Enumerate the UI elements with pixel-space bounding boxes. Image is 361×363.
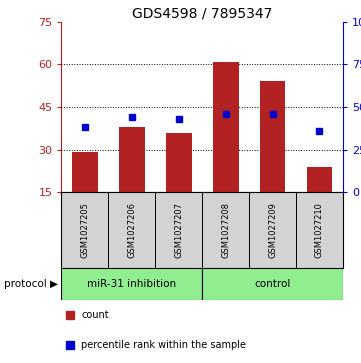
Text: GSM1027206: GSM1027206 xyxy=(127,202,136,258)
Bar xyxy=(260,81,286,192)
Text: GSM1027208: GSM1027208 xyxy=(221,202,230,258)
Text: GSM1027209: GSM1027209 xyxy=(268,202,277,258)
Text: protocol ▶: protocol ▶ xyxy=(4,279,58,289)
Bar xyxy=(72,152,98,192)
Text: miR-31 inhibition: miR-31 inhibition xyxy=(87,279,176,289)
Title: GDS4598 / 7895347: GDS4598 / 7895347 xyxy=(132,7,272,21)
Text: GSM1027207: GSM1027207 xyxy=(174,202,183,258)
Bar xyxy=(119,127,145,192)
Text: count: count xyxy=(81,310,109,320)
Text: control: control xyxy=(255,279,291,289)
Text: percentile rank within the sample: percentile rank within the sample xyxy=(81,339,246,350)
Bar xyxy=(213,62,239,192)
Bar xyxy=(61,268,202,300)
Bar xyxy=(202,268,343,300)
Text: GSM1027210: GSM1027210 xyxy=(315,202,324,258)
Text: GSM1027205: GSM1027205 xyxy=(81,202,89,258)
Bar xyxy=(306,167,332,192)
Bar xyxy=(166,132,192,192)
